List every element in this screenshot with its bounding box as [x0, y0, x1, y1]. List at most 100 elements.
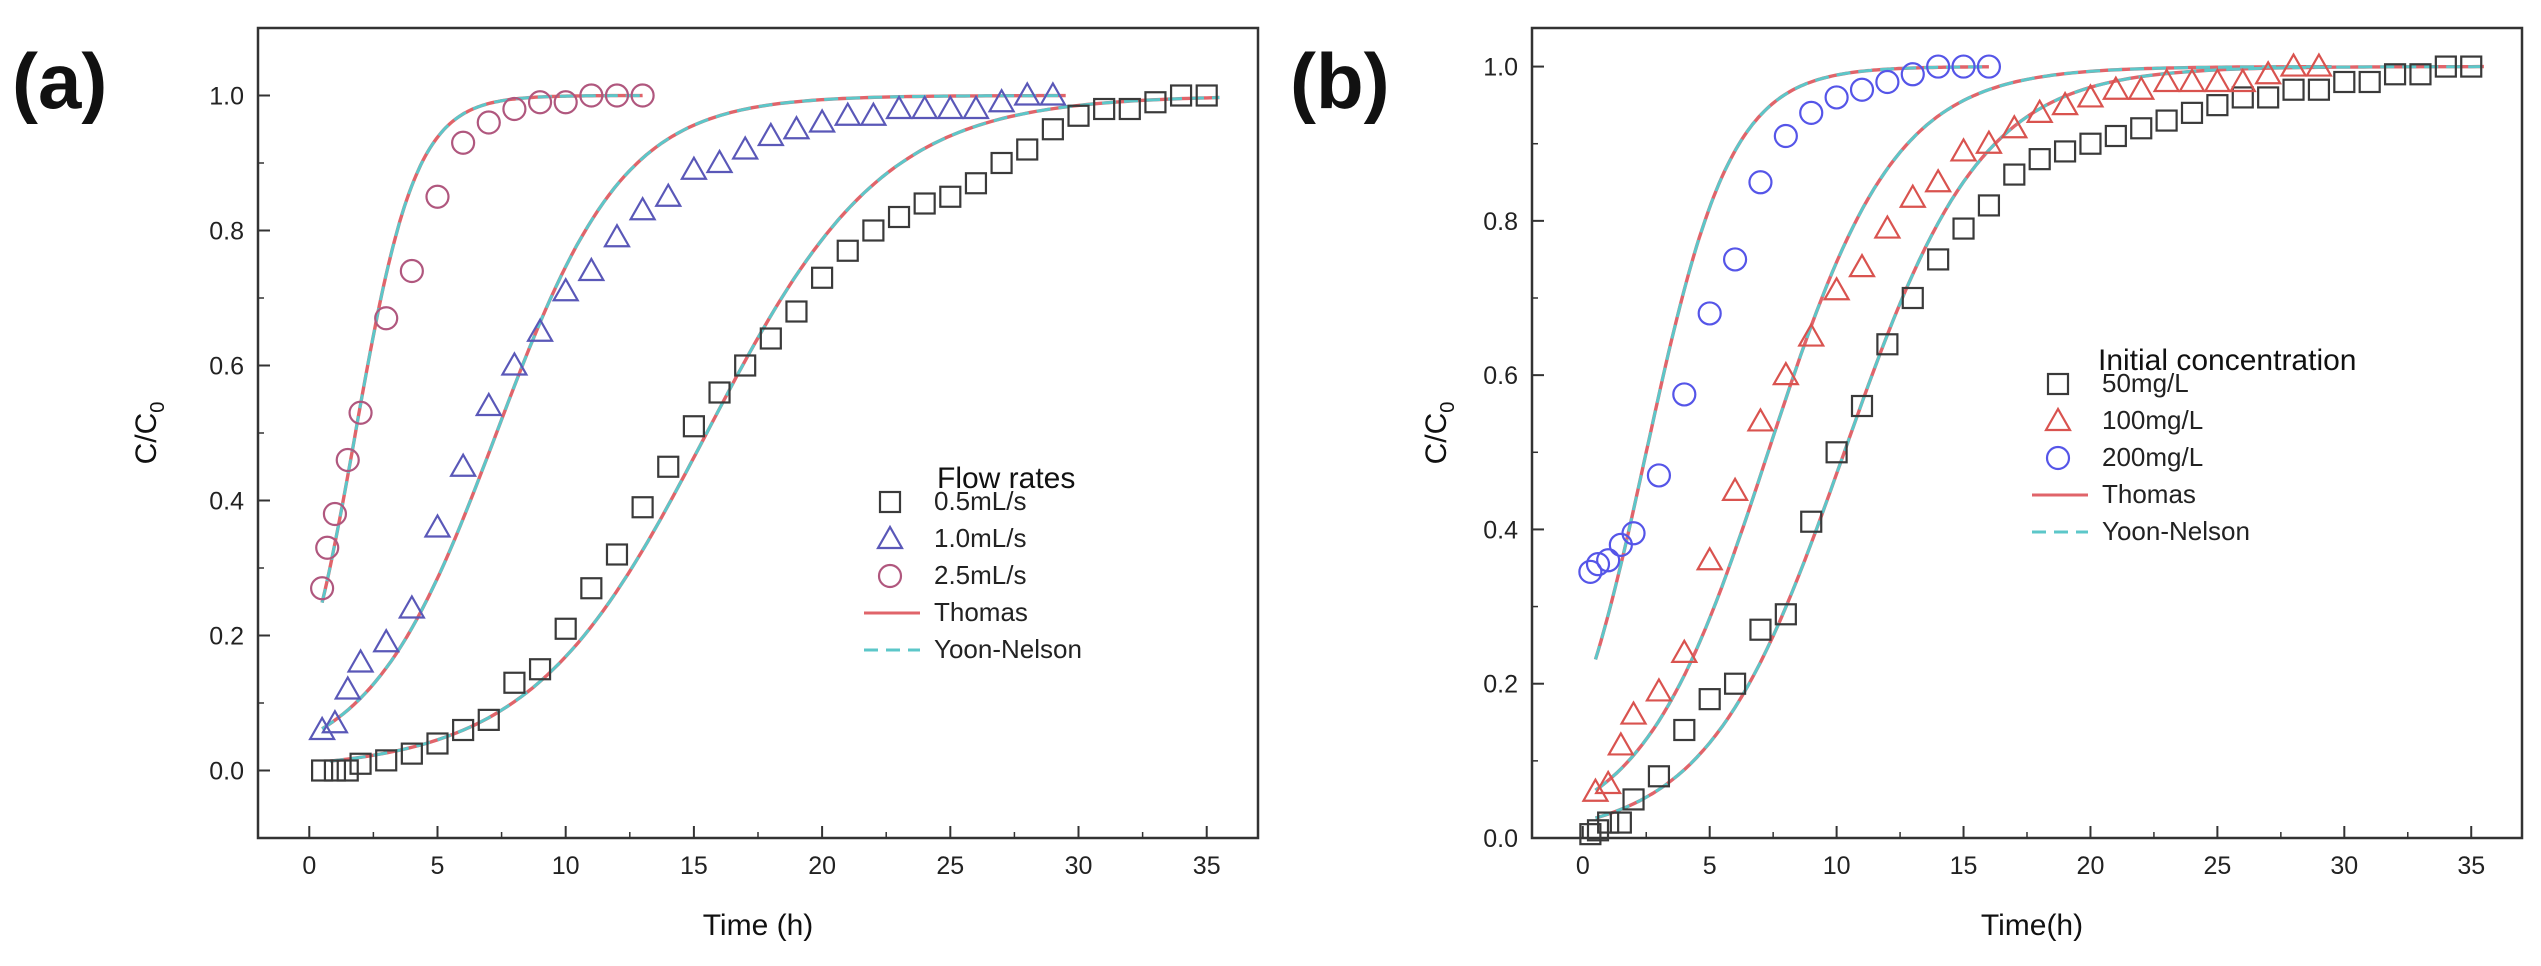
series-0-5mL-s	[311, 84, 1218, 782]
triangle-point	[1013, 81, 1042, 106]
square-point	[887, 205, 911, 229]
x-tick-label: 30	[2330, 852, 2358, 880]
square-point	[2028, 148, 2051, 171]
square-point	[708, 381, 731, 404]
square-point	[375, 749, 398, 772]
square-point	[964, 172, 988, 195]
square-point	[759, 327, 782, 350]
circle-point	[425, 184, 450, 209]
square-point	[2383, 63, 2407, 86]
square-point	[862, 219, 885, 242]
square-point	[2434, 55, 2457, 78]
triangle-point	[2127, 75, 2156, 100]
triangle-point	[1038, 81, 1067, 106]
legend-marker-circle	[2045, 445, 2071, 471]
triangle-point	[1822, 276, 1851, 301]
triangle-point	[308, 715, 336, 741]
y-tick-label: 0.8	[209, 218, 244, 246]
square-point	[1144, 91, 1167, 114]
fit-line-yoon-nelson	[321, 94, 1066, 731]
square-point	[682, 415, 705, 438]
circle-point	[553, 90, 578, 115]
triangle-point	[500, 351, 529, 376]
triangle-point	[910, 94, 939, 120]
fit-line-thomas	[1593, 65, 1989, 660]
circle-point	[1585, 552, 1611, 577]
circle-point	[374, 306, 399, 331]
circle-point	[502, 96, 527, 122]
triangle-point	[680, 155, 708, 180]
square-point	[2053, 140, 2077, 163]
triangle-point	[1645, 677, 1673, 702]
square-point	[657, 455, 680, 478]
triangle-point	[526, 317, 554, 342]
square-point	[2409, 63, 2432, 86]
circle-point	[1672, 382, 1697, 407]
circle-point	[399, 258, 424, 284]
legend-label: 100mg/L	[2102, 405, 2203, 435]
triangle-point	[1949, 137, 1978, 162]
legend-label: 2.5mL/s	[934, 560, 1027, 590]
circle-point	[1926, 54, 1951, 79]
square-point	[580, 577, 603, 600]
fit-line-yoon-nelson	[329, 96, 1220, 763]
square-point	[2180, 101, 2204, 124]
legend-label: 50mg/L	[2102, 368, 2189, 398]
triangle-point	[962, 94, 990, 120]
square-point	[2155, 109, 2178, 132]
legend-marker-triangle	[2044, 406, 2072, 432]
triangle-point	[2228, 67, 2257, 93]
fit-line-yoon-nelson	[320, 94, 643, 603]
legend-title-b: Initial concentration	[2098, 344, 2357, 377]
circle-point	[1849, 77, 1875, 102]
triangle-point	[2051, 90, 2079, 116]
square-point	[734, 354, 757, 377]
fit-line-thomas	[1594, 65, 2332, 792]
square-point	[913, 192, 936, 215]
square-point	[785, 300, 808, 323]
triangle-point	[1924, 168, 1953, 193]
fit-line-thomas	[329, 95, 1220, 763]
y-tick-label: 0.0	[1483, 825, 1518, 853]
triangle-point	[2203, 67, 2232, 93]
series-1-0mL-s	[308, 81, 1067, 741]
legend-marker-square	[878, 490, 902, 514]
triangle-point	[1898, 183, 1927, 208]
panel-b: (b) C/C0 Time(h) 0 5 10 15 20 25 30 35 0.00.20.…	[1290, 26, 2524, 942]
fit-line-thomas	[1595, 64, 2484, 820]
triangle-point	[1873, 214, 1902, 239]
circle-point	[1976, 54, 2002, 79]
legend-marker-triangle	[876, 524, 904, 550]
circle-point	[1596, 548, 1621, 573]
circle-point	[1646, 463, 1672, 488]
triangle-point	[654, 182, 683, 207]
data-series-b	[1578, 52, 2483, 846]
triangle-point	[346, 648, 375, 673]
svg-text:C/C0: C/C0	[130, 402, 169, 465]
square-point	[1016, 138, 1039, 161]
square-point	[990, 151, 1013, 175]
triangle-point	[372, 628, 401, 653]
square-point	[631, 496, 654, 519]
triangle-point	[1848, 252, 1876, 278]
y-axis-label-sub-b: 0	[1437, 402, 1459, 413]
triangle-point	[321, 709, 349, 734]
square-point	[477, 708, 500, 731]
square-point	[426, 732, 449, 755]
triangle-point	[2305, 52, 2333, 77]
series-2-5mL-s	[310, 83, 655, 601]
panel-label-b: (b)	[1290, 37, 1390, 125]
triangle-point	[782, 115, 811, 140]
x-tick-label: 10	[552, 852, 580, 880]
circle-point	[630, 83, 655, 108]
square-point	[811, 266, 834, 289]
triangle-point	[936, 94, 965, 120]
square-point	[1952, 217, 1975, 240]
square-point	[1749, 618, 1772, 641]
triangle-point	[731, 135, 760, 160]
y-tick-label: 0.4	[1483, 516, 1518, 544]
circle-point	[1951, 54, 1976, 79]
x-axis-ticks-b: 0 5 10 15 20 25 30 35	[1576, 826, 2485, 880]
triangle-point	[1746, 407, 1775, 432]
data-series-a	[308, 81, 1218, 782]
